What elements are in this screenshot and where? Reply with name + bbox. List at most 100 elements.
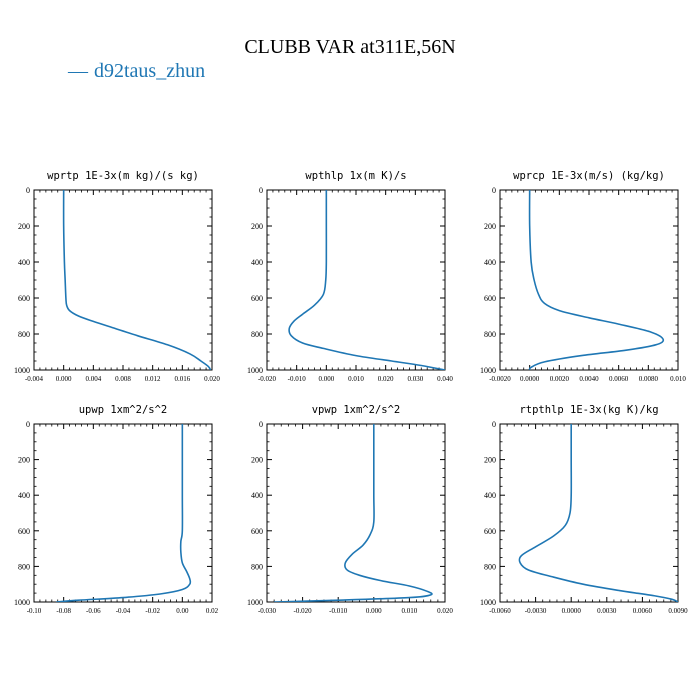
y-tick-label: 600 <box>18 294 30 303</box>
x-tick-label: 0.030 <box>407 375 423 383</box>
x-tick-label: 0.0040 <box>579 375 599 383</box>
plot-frame <box>266 189 446 371</box>
plot-frame <box>499 423 679 603</box>
y-tick-label: 200 <box>251 222 263 231</box>
y-tick-label: 600 <box>484 527 496 536</box>
y-tick-label: 800 <box>484 330 496 339</box>
series-line <box>62 190 212 370</box>
x-tick-label: 0.040 <box>437 375 453 383</box>
x-tick-label: 0.012 <box>145 375 161 383</box>
series-line <box>528 190 665 370</box>
x-tick-label: -0.004 <box>25 375 44 383</box>
x-tick-label: 0.0000 <box>562 607 582 615</box>
y-tick-label: 200 <box>484 222 496 231</box>
x-tick-label: -0.0020 <box>489 375 511 383</box>
x-tick-label: 0.016 <box>174 375 190 383</box>
y-tick-label: 0 <box>26 420 30 429</box>
x-tick-label: 0.0000 <box>520 375 540 383</box>
x-tick-label: 0.004 <box>85 375 101 383</box>
y-tick-label: 800 <box>18 330 30 339</box>
x-tick-label: -0.10 <box>27 607 42 615</box>
x-tick-label: -0.020 <box>258 375 277 383</box>
x-tick-label: -0.030 <box>258 607 277 615</box>
legend: — d92taus_zhun <box>68 60 205 83</box>
plot-frame <box>33 189 213 371</box>
y-tick-label: 0 <box>492 186 496 195</box>
y-tick-label: 400 <box>18 258 30 267</box>
panel-5: vpwp 1xm^2/s^2 -0.030 -0.020 -0.010 0.000 0.0… <box>247 404 453 615</box>
y-tick-label: 1000 <box>14 366 30 375</box>
y-tick-label: 200 <box>18 222 30 231</box>
plot-frame <box>266 423 446 603</box>
panel-title: wprcp 1E-3x(m/s) (kg/kg) <box>513 170 665 182</box>
series-line <box>56 424 192 602</box>
y-tick-label: 0 <box>259 186 263 195</box>
x-tick-label: 0.010 <box>670 375 686 383</box>
x-tick-label: 0.008 <box>115 375 131 383</box>
x-tick-label: -0.0060 <box>489 607 511 615</box>
panel-3: wprcp 1E-3x(m/s) (kg/kg) -0.0020 0.0000 0.0… <box>480 170 686 383</box>
y-tick-label: 1000 <box>480 366 496 375</box>
y-tick-label: 200 <box>251 456 263 465</box>
y-tick-label: 0 <box>259 420 263 429</box>
x-tick-label: -0.02 <box>145 607 160 615</box>
x-tick-label: 0.000 <box>366 607 382 615</box>
x-tick-label: 0.000 <box>56 375 72 383</box>
y-tick-label: 800 <box>251 330 263 339</box>
y-tick-label: 200 <box>484 456 496 465</box>
panel-2: wpthlp 1x(m K)/s -0.020 -0.010 0.000 0.010 0.… <box>247 170 453 383</box>
panel-4: upwp 1xm^2/s^2 -0.10 -0.08 -0.06 -0.04 -0.02 0… <box>14 404 219 615</box>
y-tick-label: 400 <box>484 491 496 500</box>
legend-line-icon: — <box>68 60 88 82</box>
y-tick-label: 600 <box>251 527 263 536</box>
x-tick-label: 0.0060 <box>609 375 629 383</box>
y-tick-label: 800 <box>251 562 263 571</box>
x-tick-label: 0.020 <box>204 375 220 383</box>
x-tick-label: -0.010 <box>288 375 307 383</box>
y-tick-label: 800 <box>18 562 30 571</box>
x-tick-label: 0.00 <box>176 607 189 615</box>
y-tick-label: 200 <box>18 456 30 465</box>
x-tick-label: -0.04 <box>116 607 131 615</box>
x-tick-label: 0.02 <box>206 607 219 615</box>
y-tick-label: 0 <box>26 186 30 195</box>
x-tick-label: 0.010 <box>402 607 418 615</box>
x-tick-label: 0.010 <box>348 375 364 383</box>
x-tick-label: 0.0080 <box>639 375 659 383</box>
panel-title: vpwp 1xm^2/s^2 <box>312 404 401 416</box>
plot-frame <box>499 189 679 371</box>
panel-1: wprtp 1E-3x(m kg)/(s kg) -0.004 0.000 0.004… <box>14 170 220 383</box>
x-tick-label: -0.08 <box>56 607 71 615</box>
y-tick-label: 800 <box>484 562 496 571</box>
plot-frame <box>33 423 213 603</box>
y-tick-label: 1000 <box>14 598 30 607</box>
y-tick-label: 1000 <box>247 598 263 607</box>
x-tick-label: 0.0020 <box>550 375 570 383</box>
y-tick-label: 400 <box>251 258 263 267</box>
y-tick-label: 400 <box>251 491 263 500</box>
series-line <box>518 424 678 602</box>
y-tick-label: 1000 <box>480 598 496 607</box>
panel-title: wpthlp 1x(m K)/s <box>305 170 406 182</box>
y-tick-label: 400 <box>484 258 496 267</box>
x-tick-label: -0.06 <box>86 607 101 615</box>
y-tick-label: 0 <box>492 420 496 429</box>
x-tick-label: 0.020 <box>437 607 453 615</box>
figure-title: CLUBB VAR at311E,56N <box>244 36 456 58</box>
y-tick-label: 400 <box>18 491 30 500</box>
panel-title: wprtp 1E-3x(m kg)/(s kg) <box>47 170 199 182</box>
panel-title: upwp 1xm^2/s^2 <box>79 404 168 416</box>
x-tick-label: -0.010 <box>329 607 348 615</box>
x-tick-label: 0.0060 <box>633 607 653 615</box>
y-tick-label: 1000 <box>247 366 263 375</box>
x-tick-label: -0.0030 <box>525 607 547 615</box>
series-line <box>288 190 445 370</box>
series-line <box>274 424 433 602</box>
panel-title: rtpthlp 1E-3x(kg K)/kg <box>519 404 658 416</box>
x-tick-label: -0.020 <box>294 607 313 615</box>
y-tick-label: 600 <box>484 294 496 303</box>
x-tick-label: 0.0030 <box>597 607 617 615</box>
legend-label: d92taus_zhun <box>94 60 206 82</box>
x-tick-label: 0.0090 <box>668 607 688 615</box>
